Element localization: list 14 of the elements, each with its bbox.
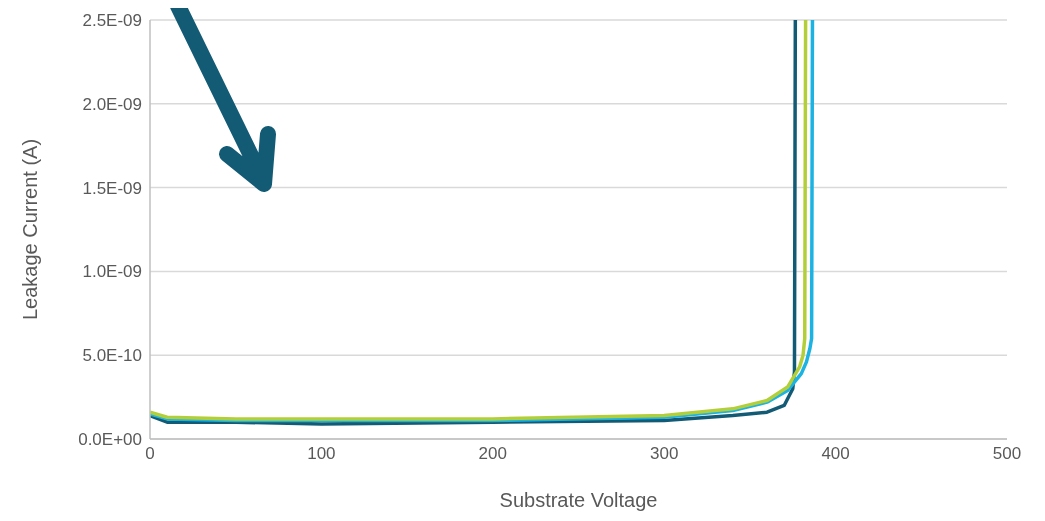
x-tick-label: 100: [307, 444, 336, 464]
x-tick-label: 300: [650, 444, 679, 464]
x-tick-label: 500: [992, 444, 1022, 464]
y-tick-label: 2.0E-09: [82, 94, 142, 114]
y-tick-label: 1.5E-09: [82, 178, 142, 198]
x-tick-label: 0: [145, 444, 155, 464]
y-tick-label: 1.0E-09: [82, 262, 142, 282]
y-tick-label: 0.0E+00: [78, 430, 142, 450]
y-tick-label: 2.5E-09: [82, 11, 142, 31]
x-axis-title: Substrate Voltage: [499, 489, 658, 511]
y-axis-title: Leakage Current (A): [19, 138, 42, 321]
y-tick-label: 5.0E-10: [82, 346, 142, 366]
x-tick-label: 200: [478, 444, 507, 464]
x-tick-label: 400: [821, 444, 850, 464]
